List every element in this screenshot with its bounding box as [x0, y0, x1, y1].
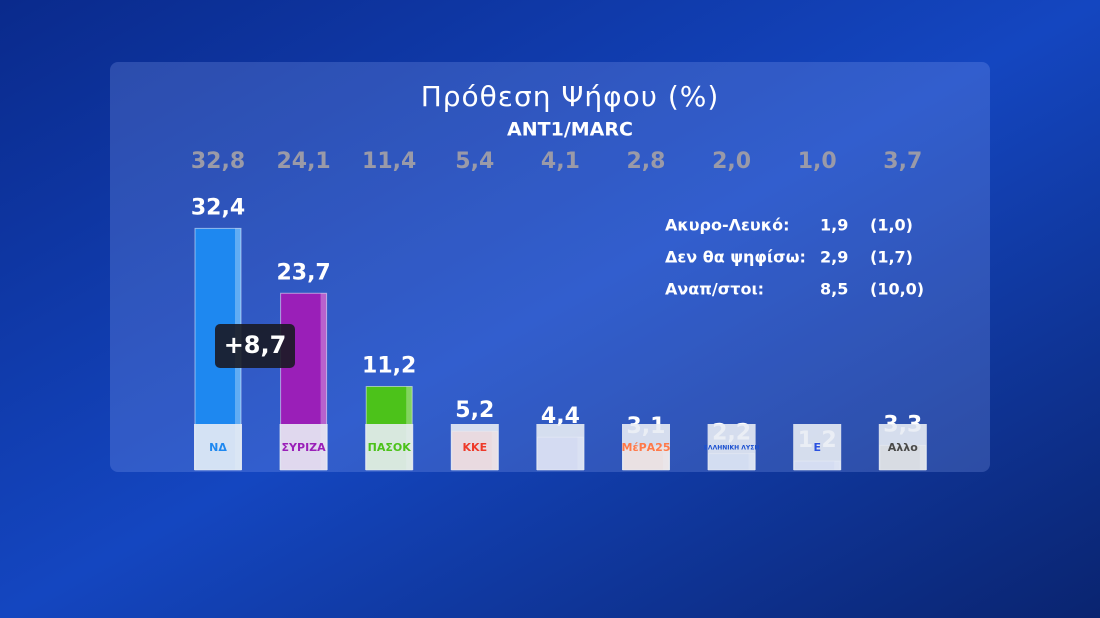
- previous-value: 2,8: [627, 149, 666, 174]
- category-label: ΣΥΡΙΖΑ: [282, 441, 327, 454]
- party-logo: [878, 424, 927, 470]
- category-label: ΜέΡΑ25: [622, 441, 671, 454]
- note-previous: (1,0): [870, 216, 913, 235]
- previous-value: 2,0: [712, 149, 751, 174]
- annotation-box: [215, 324, 295, 368]
- party-logo: [622, 424, 670, 470]
- bar-side: [320, 293, 327, 470]
- chart-subtitle: ANT1/MARC: [507, 119, 633, 141]
- category-label: ΕΛΛΗΝΙΚΗ ΛΥΣΗ: [704, 445, 760, 452]
- previous-value: 32,8: [191, 149, 245, 174]
- party-logo: [365, 424, 414, 470]
- chart-title: Πρόθεση Ψήφου (%): [421, 80, 720, 113]
- value-label: 23,7: [276, 260, 330, 285]
- category-label: Αλλο: [888, 441, 918, 454]
- party-logo: [707, 424, 756, 470]
- category-label: Ε: [813, 441, 821, 454]
- note-value: 2,9: [820, 248, 848, 267]
- party-logo: [194, 424, 242, 470]
- party-logo: [536, 424, 585, 470]
- category-label: ΠΑΣΟΚ: [368, 441, 412, 454]
- previous-value: 4,1: [541, 149, 580, 174]
- party-logo: [793, 424, 842, 470]
- party-logo: [279, 424, 328, 470]
- party-logo: [450, 424, 499, 470]
- value-label: 5,2: [455, 398, 494, 423]
- note-previous: (1,7): [870, 248, 913, 267]
- previous-value: 3,7: [883, 149, 922, 174]
- note-previous: (10,0): [870, 280, 924, 299]
- note-label: Αναπ/στοι:: [665, 280, 764, 299]
- value-label: 32,4: [191, 195, 245, 220]
- note-value: 8,5: [820, 280, 848, 299]
- previous-value: 5,4: [455, 149, 494, 174]
- category-label: ΝΔ: [209, 441, 227, 454]
- value-label: 11,2: [362, 353, 416, 378]
- annotation: +8,7: [224, 331, 287, 359]
- note-label: Δεν θα ψηφίσω:: [665, 248, 806, 267]
- note-label: Ακυρο-Λευκό:: [665, 216, 790, 235]
- panel: [110, 62, 990, 472]
- previous-value: 24,1: [276, 149, 330, 174]
- previous-value: 1,0: [798, 149, 837, 174]
- note-value: 1,9: [820, 216, 848, 235]
- category-label: ΚΚΕ: [463, 441, 488, 454]
- previous-value: 11,4: [362, 149, 416, 174]
